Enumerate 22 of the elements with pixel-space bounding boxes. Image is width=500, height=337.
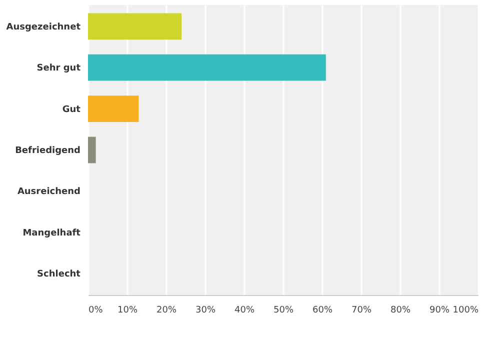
bar <box>88 136 96 164</box>
y-tick-label: Mangelhaft <box>22 228 82 238</box>
x-tick-label: 60% <box>312 306 333 316</box>
x-tick-label: 70% <box>351 306 372 316</box>
x-tick-label: 0% <box>88 306 104 316</box>
x-tick-label: 90% <box>429 306 450 316</box>
x-tick-label: 10% <box>117 306 138 316</box>
x-tick-label: 40% <box>234 306 255 316</box>
y-tick-label: Befriedigend <box>15 146 80 156</box>
bar <box>88 54 326 81</box>
bar <box>88 96 139 122</box>
y-tick-label: Gut <box>62 104 82 115</box>
y-tick-label: Ausreichend <box>17 187 80 198</box>
bar <box>88 13 182 40</box>
x-tick-label: 80% <box>390 306 411 316</box>
x-tick-label: 100% <box>452 306 479 316</box>
y-tick-label: Ausgezeichnet <box>6 22 82 32</box>
y-tick-label: Sehr gut <box>36 64 82 74</box>
x-tick-label: 20% <box>156 306 177 316</box>
x-tick-label: 50% <box>273 306 294 316</box>
x-tick-label: 30% <box>195 306 216 316</box>
y-tick-label: Schlecht <box>37 270 82 280</box>
